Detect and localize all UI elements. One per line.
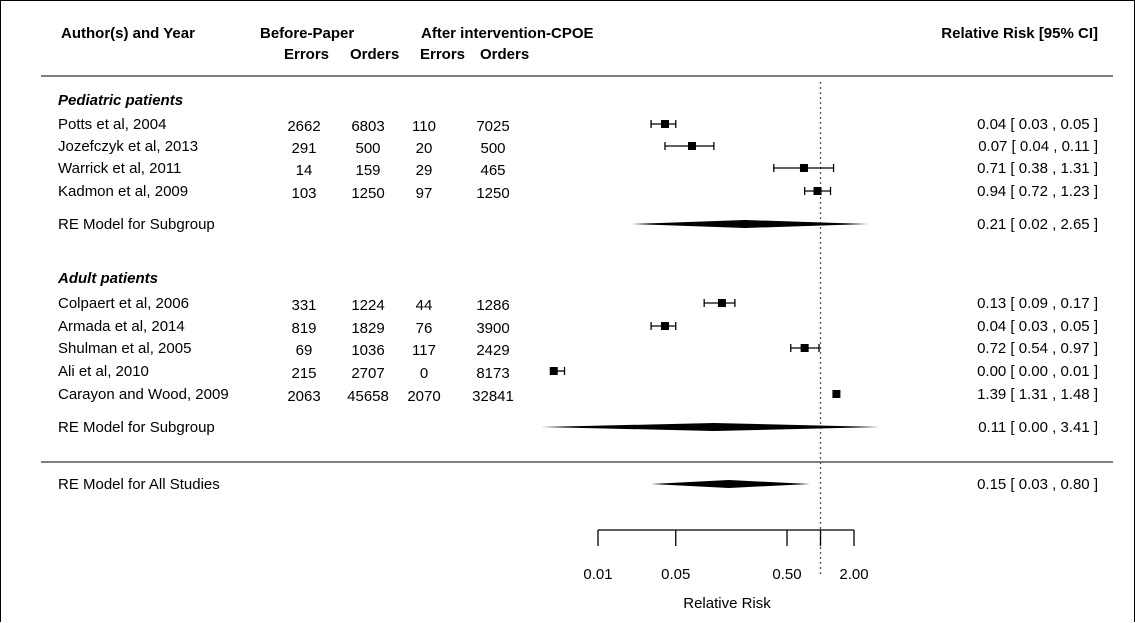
after-orders-value: 8173: [476, 365, 509, 382]
after-orders-value: 465: [480, 162, 505, 179]
after-orders-value: 7025: [476, 118, 509, 135]
before-orders-value: 45658: [347, 388, 389, 405]
before-errors-value: 291: [291, 140, 316, 157]
before-errors-value: 819: [291, 320, 316, 337]
before-orders-value: 1829: [351, 320, 384, 337]
after-orders-value: 500: [480, 140, 505, 157]
before-orders-value: 1250: [351, 185, 384, 202]
x-axis: 0.01 0.05 0.50 2.00: [583, 529, 869, 583]
header-relative-risk-ci: Relative Risk [95% CI]: [941, 25, 1098, 42]
study-name: Armada et al, 2014: [58, 318, 185, 335]
after-errors-value: 97: [416, 185, 433, 202]
study-name: Potts et al, 2004: [58, 116, 166, 133]
subgroup-model-label: RE Model for Subgroup: [58, 419, 215, 436]
before-errors-value: 2662: [287, 118, 320, 135]
before-orders-value: 159: [355, 162, 380, 179]
before-errors-value: 103: [291, 185, 316, 202]
after-errors-value: 20: [416, 140, 433, 157]
rr-ci-label: 0.00 [ 0.00 , 0.01 ]: [977, 363, 1098, 380]
before-orders-value: 500: [355, 140, 380, 157]
study-rows: Potts et al, 2004 2662 6803 110 7025 0.04 [ 0…: [58, 116, 1098, 493]
header-before-errors: Errors: [284, 46, 329, 63]
study-name: Ali et al, 2010: [58, 363, 149, 380]
rr-ci-label: 0.13 [ 0.09 , 0.17 ]: [977, 295, 1098, 312]
subgroup-rr-ci-label: 0.11 [ 0.00 , 3.41 ]: [978, 419, 1098, 436]
before-errors-value: 14: [296, 162, 313, 179]
point-estimate: [799, 164, 808, 172]
overall-diamond: [651, 480, 810, 488]
rr-ci-label: 0.04 [ 0.03 , 0.05 ]: [977, 116, 1098, 133]
before-orders-value: 6803: [351, 118, 384, 135]
after-errors-value: 29: [416, 162, 433, 179]
before-errors-value: 331: [291, 297, 316, 314]
after-orders-value: 2429: [476, 342, 509, 359]
point-estimate: [800, 344, 809, 352]
after-errors-value: 44: [416, 297, 433, 314]
after-errors-value: 0: [420, 365, 428, 382]
after-orders-value: 1286: [476, 297, 509, 314]
before-orders-value: 1224: [351, 297, 384, 314]
point-estimate: [832, 390, 841, 398]
before-errors-value: 215: [291, 365, 316, 382]
study-name: Jozefczyk et al, 2013: [58, 138, 198, 155]
rr-ci-label: 0.72 [ 0.54 , 0.97 ]: [977, 340, 1098, 357]
x-tick-label: 2.00: [839, 566, 868, 583]
rr-ci-label: 0.71 [ 0.38 , 1.31 ]: [977, 160, 1098, 177]
x-axis-label: Relative Risk: [683, 595, 771, 612]
header-after-errors: Errors: [420, 46, 465, 63]
group-title-pediatric: Pediatric patients: [58, 92, 183, 109]
x-tick-label: 0.50: [772, 566, 801, 583]
rr-ci-label: 0.94 [ 0.72 , 1.23 ]: [977, 183, 1098, 200]
after-orders-value: 32841: [472, 388, 514, 405]
study-name: Shulman et al, 2005: [58, 340, 191, 357]
before-orders-value: 1036: [351, 342, 384, 359]
header-after-orders: Orders: [480, 46, 529, 63]
after-errors-value: 110: [412, 118, 436, 135]
subgroup-rr-ci-label: 0.21 [ 0.02 , 2.65 ]: [977, 216, 1098, 233]
header-before-paper: Before-Paper: [260, 25, 354, 42]
subgroup-diamond: [541, 423, 880, 431]
point-estimate: [717, 299, 726, 307]
header-after-cpoe: After intervention-CPOE: [421, 25, 594, 42]
after-errors-value: 2070: [407, 388, 440, 405]
point-estimate: [813, 187, 822, 195]
header-before-orders: Orders: [350, 46, 399, 63]
point-estimate: [660, 322, 669, 330]
rr-ci-label: 0.04 [ 0.03 , 0.05 ]: [977, 318, 1098, 335]
point-estimate: [660, 120, 669, 128]
before-orders-value: 2707: [351, 365, 384, 382]
after-errors-value: 117: [412, 342, 436, 359]
point-estimate: [549, 367, 558, 375]
after-orders-value: 1250: [476, 185, 509, 202]
group-title-adult: Adult patients: [57, 270, 158, 287]
after-errors-value: 76: [416, 320, 433, 337]
subgroup-model-label: RE Model for Subgroup: [58, 216, 215, 233]
before-errors-value: 69: [296, 342, 313, 359]
study-name: Colpaert et al, 2006: [58, 295, 189, 312]
x-tick-label: 0.05: [661, 566, 690, 583]
rr-ci-label: 1.39 [ 1.31 , 1.48 ]: [977, 386, 1098, 403]
before-errors-value: 2063: [287, 388, 320, 405]
rr-ci-label: 0.07 [ 0.04 , 0.11 ]: [978, 138, 1098, 155]
study-name: Kadmon et al, 2009: [58, 183, 188, 200]
study-name: Warrick et al, 2011: [58, 160, 181, 177]
overall-model-label: RE Model for All Studies: [58, 476, 220, 493]
point-estimate: [688, 142, 697, 150]
after-orders-value: 3900: [476, 320, 509, 337]
study-name: Carayon and Wood, 2009: [58, 386, 229, 403]
header-author-year: Author(s) and Year: [61, 25, 195, 42]
overall-rr-ci-label: 0.15 [ 0.03 , 0.80 ]: [977, 476, 1098, 493]
subgroup-diamond: [631, 220, 868, 228]
x-tick-label: 0.01: [583, 566, 612, 583]
